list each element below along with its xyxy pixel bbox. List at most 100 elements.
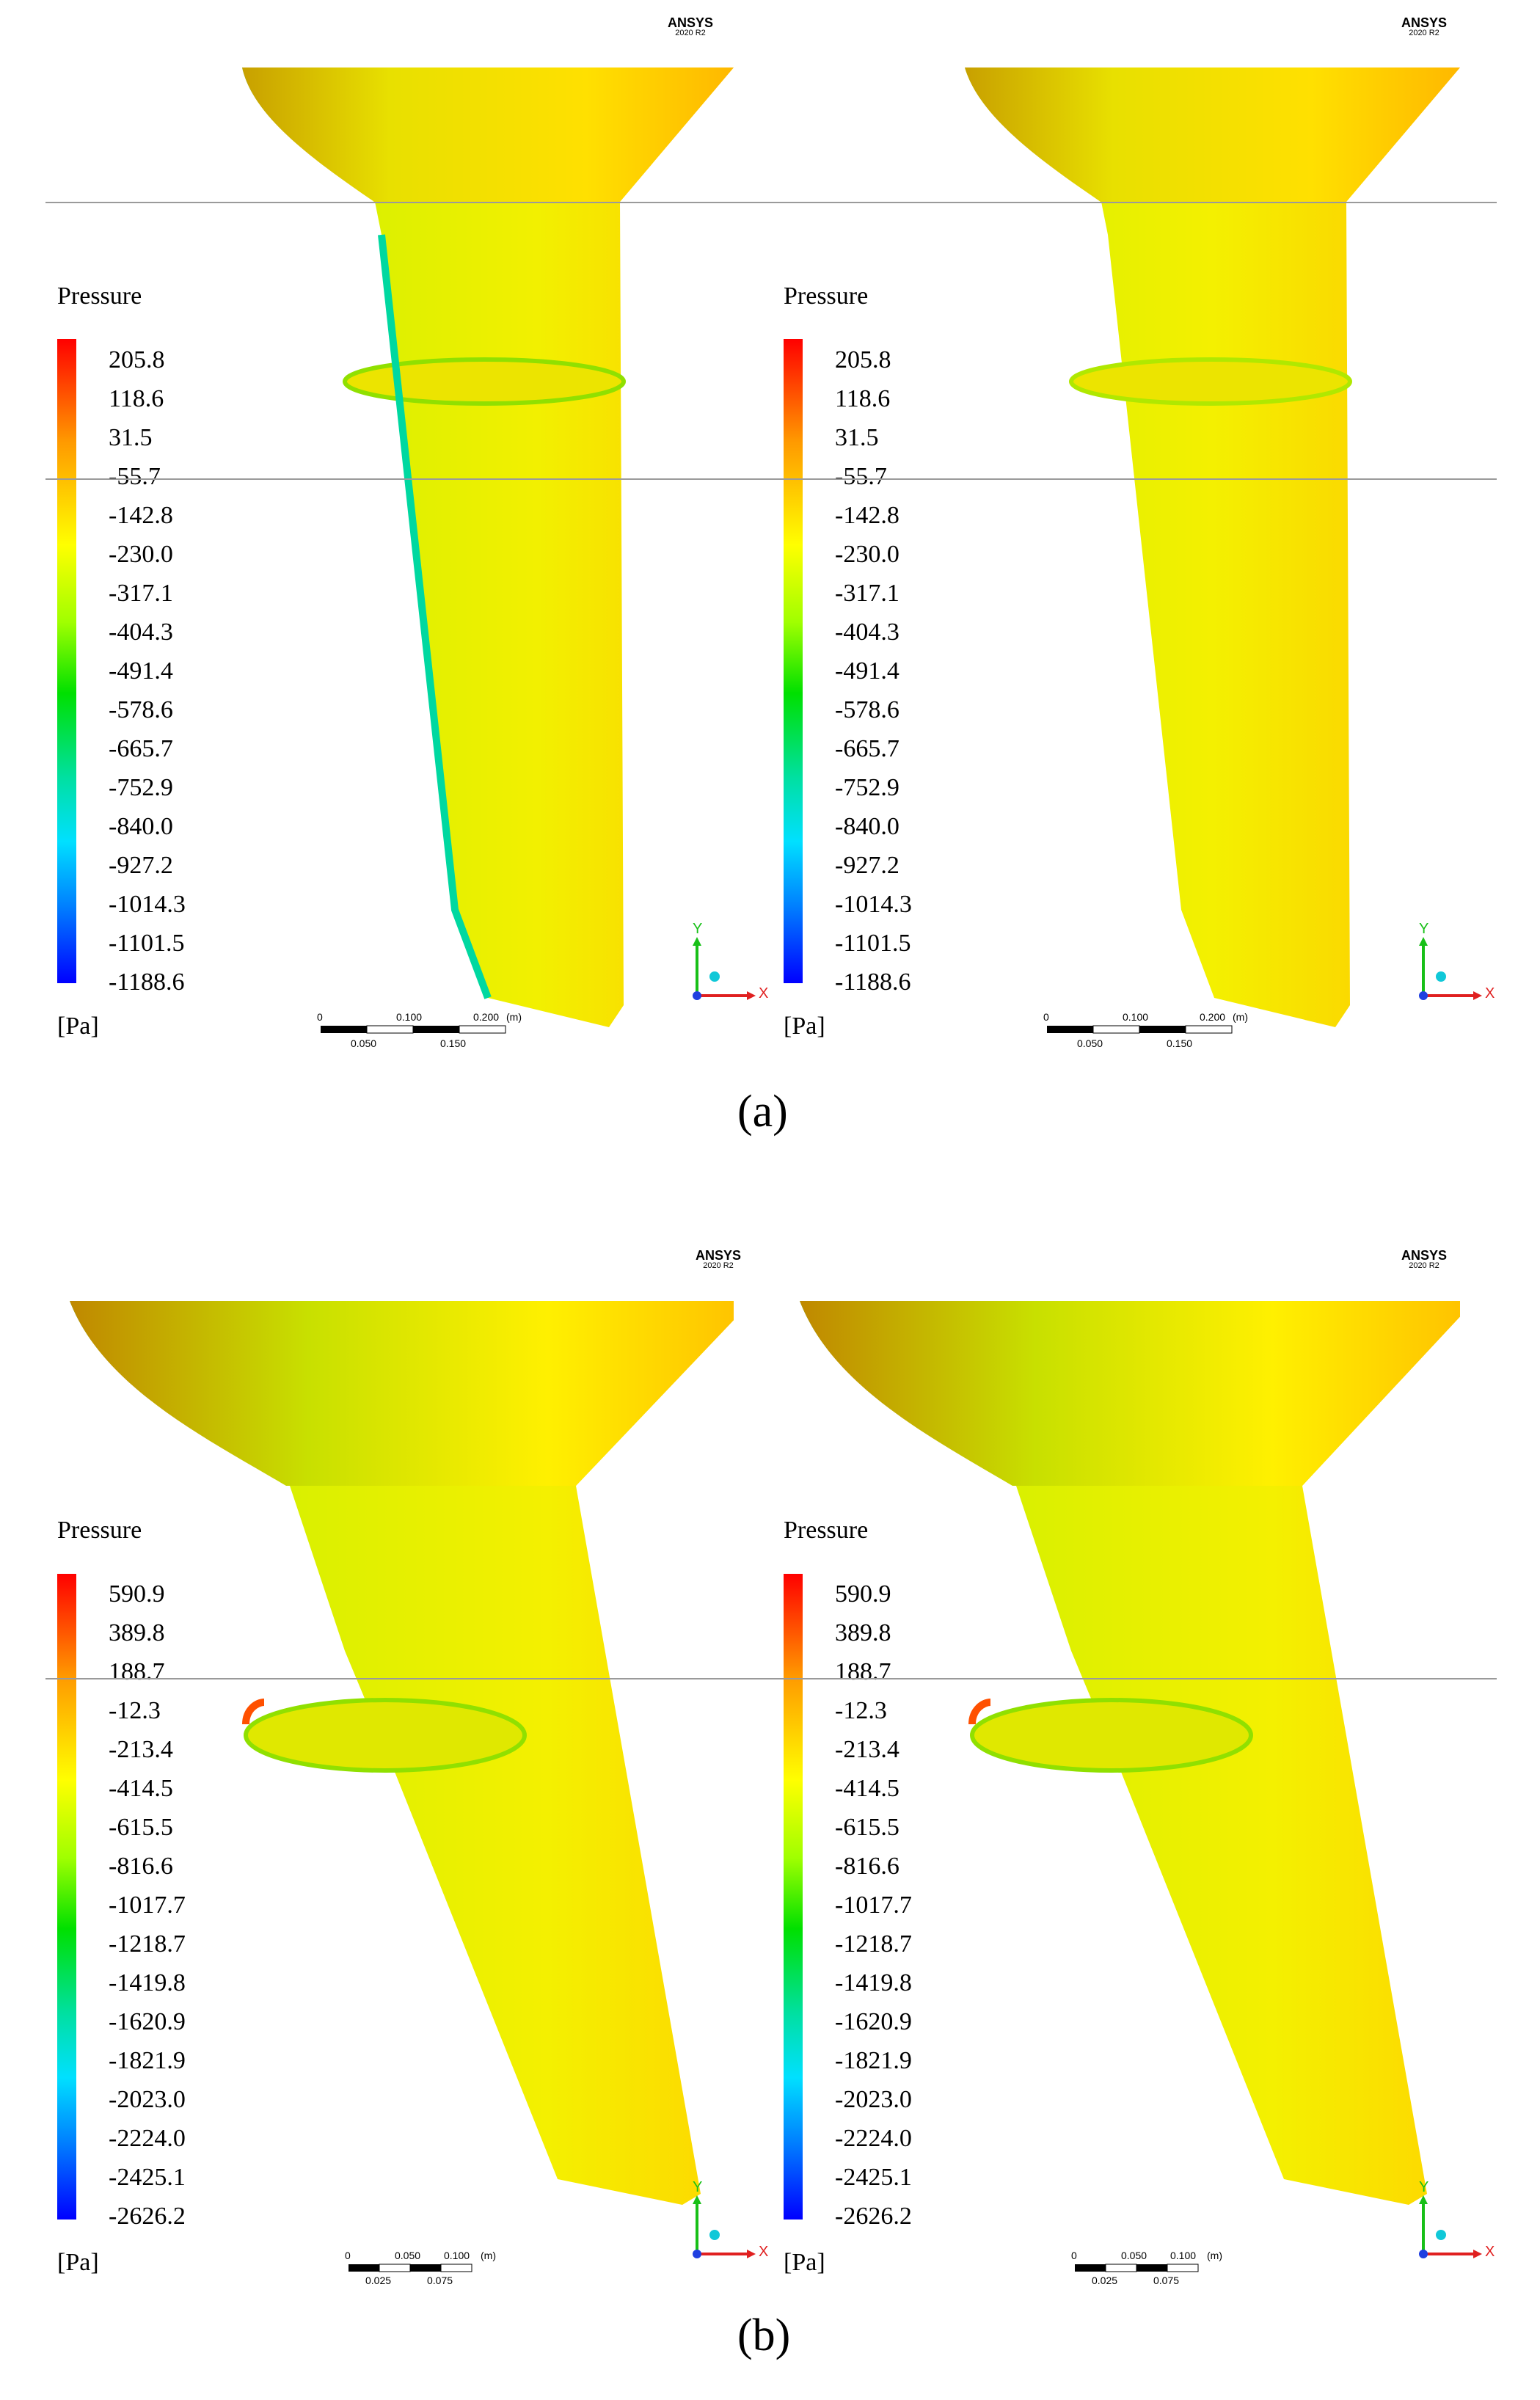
legend-tick: -1017.7 [835, 1892, 912, 1919]
legend-tick: 188.7 [835, 1658, 891, 1685]
legend-tick: -2626.2 [109, 2203, 186, 2230]
axis-triad: Y X [682, 2179, 770, 2271]
legend-tick: -142.8 [835, 502, 899, 529]
legend-tick: 31.5 [109, 424, 153, 451]
legend-tick: -927.2 [109, 852, 173, 879]
legend-unit: [Pa] [57, 2249, 99, 2276]
panel-b-left: ANSYS 2020 R2 Pressure 590.9 389.8 188.7… [0, 1233, 768, 2286]
scale-label: 0.050 [1121, 2250, 1147, 2261]
axis-label-y: Y [1419, 921, 1429, 937]
legend-tick: -491.4 [109, 657, 173, 685]
legend-tick: -615.5 [109, 1814, 173, 1841]
axis-label-x: X [759, 2244, 769, 2260]
scale-label: (m) [506, 1011, 522, 1023]
legend-tick: -414.5 [835, 1775, 899, 1802]
figure-caption: (b) [737, 2310, 791, 2360]
scale-label: 0.100 [1170, 2250, 1197, 2261]
rudder-shape-a-left [242, 68, 734, 1027]
legend-tick: -213.4 [109, 1736, 173, 1763]
scale-label: 0.200 [1200, 1011, 1226, 1023]
legend-tick: -1620.9 [835, 2008, 912, 2035]
scale-label: 0 [1043, 1011, 1049, 1023]
legend-tick: 31.5 [835, 424, 879, 451]
legend-tick: -2626.2 [835, 2203, 912, 2230]
ansys-logo: ANSYS 2020 R2 [668, 15, 714, 37]
axis-triad-icon [693, 2195, 756, 2258]
scale-label: 0 [345, 2250, 351, 2261]
scale-label: 0.050 [1077, 1037, 1103, 1049]
ansys-logo: ANSYS 2020 R2 [1401, 15, 1448, 37]
scale-label: 0.100 [396, 1011, 423, 1023]
scale-label: 0.200 [473, 1011, 500, 1023]
axis-triad: Y X [1409, 921, 1497, 1013]
divider-line [45, 1678, 1497, 1679]
legend-tick: -230.0 [109, 541, 173, 568]
legend-tick: -2023.0 [835, 2086, 912, 2113]
color-bar [57, 1574, 76, 2220]
legend-tick: -2224.0 [835, 2125, 912, 2152]
scale-label: 0.050 [351, 1037, 377, 1049]
legend-tick: -816.6 [109, 1853, 173, 1880]
scale-label: 0.150 [440, 1037, 467, 1049]
axis-triad-icon [1419, 2195, 1482, 2258]
legend-tick: -816.6 [835, 1853, 899, 1880]
scale-label: 0 [1071, 2250, 1077, 2261]
figure-caption: (a) [737, 1087, 788, 1137]
axis-label-y: Y [1419, 2179, 1429, 2195]
scale-label: 0.050 [395, 2250, 421, 2261]
ansys-logo: ANSYS 2020 R2 [696, 1248, 742, 1270]
scale-label: 0.150 [1167, 1037, 1193, 1049]
axis-label-x: X [1485, 2244, 1495, 2260]
legend-tick: -1188.6 [835, 969, 911, 996]
legend-tick: -317.1 [109, 580, 173, 607]
legend-title: Pressure [784, 282, 869, 310]
legend-tick: -840.0 [835, 813, 899, 840]
legend-tick: -665.7 [109, 735, 173, 762]
legend-title: Pressure [784, 1517, 869, 1544]
legend-tick: -12.3 [109, 1697, 161, 1724]
legend-tick: -2425.1 [835, 2164, 912, 2191]
legend-tick: -1101.5 [109, 930, 185, 957]
legend-tick: -927.2 [835, 852, 899, 879]
legend-tick: 590.9 [835, 1580, 891, 1608]
legend-tick: -1821.9 [109, 2047, 186, 2074]
scale-label: (m) [481, 2250, 496, 2261]
rudder-shape-b-left [70, 1301, 734, 2205]
rudder-shape-a-right [965, 68, 1460, 1027]
legend-tick: -12.3 [835, 1697, 887, 1724]
axis-label-x: X [759, 985, 769, 1002]
panel-a-right: ANSYS 2020 R2 Pressure 205.8 118.6 31.5 … [726, 0, 1495, 1049]
legend-tick: -578.6 [109, 696, 173, 723]
legend-tick: -840.0 [109, 813, 173, 840]
legend-tick: -1017.7 [109, 1892, 186, 1919]
legend-title: Pressure [57, 282, 142, 310]
color-bar [784, 1574, 803, 2220]
legend-tick: -1218.7 [109, 1930, 186, 1958]
axis-triad-icon [1419, 937, 1482, 1000]
color-bar [57, 339, 76, 983]
scale-label: 0.075 [1153, 2275, 1180, 2286]
legend-tick: -404.3 [109, 619, 173, 646]
axis-triad-icon [693, 937, 756, 1000]
legend-tick: -615.5 [835, 1814, 899, 1841]
scale-label: 0.025 [365, 2275, 392, 2286]
legend-tick: 205.8 [109, 346, 165, 373]
legend-tick: -1419.8 [109, 1969, 186, 1996]
legend-tick: -1014.3 [109, 891, 186, 918]
legend-tick: -142.8 [109, 502, 173, 529]
scale-label: 0.075 [427, 2275, 453, 2286]
legend-tick: -1821.9 [835, 2047, 912, 2074]
legend-tick: -1620.9 [109, 2008, 186, 2035]
legend-tick: -491.4 [835, 657, 899, 685]
legend-tick: -1188.6 [109, 969, 185, 996]
legend-title: Pressure [57, 1517, 142, 1544]
axis-label-x: X [1485, 985, 1495, 1002]
legend-tick: -414.5 [109, 1775, 173, 1802]
legend-tick: -578.6 [835, 696, 899, 723]
ansys-logo: ANSYS 2020 R2 [1401, 1248, 1448, 1270]
legend-tick: -404.3 [835, 619, 899, 646]
legend-tick: -1419.8 [835, 1969, 912, 1996]
legend-tick: -2023.0 [109, 2086, 186, 2113]
legend-tick: -230.0 [835, 541, 899, 568]
legend-tick: 590.9 [109, 1580, 165, 1608]
